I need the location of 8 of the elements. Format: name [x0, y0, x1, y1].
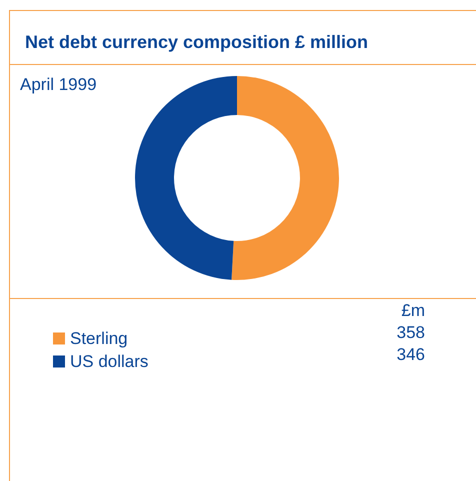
chart-subtitle: £ million: [295, 32, 368, 52]
legend-label: US dollars: [70, 352, 148, 371]
data-label: 346: [396, 345, 425, 364]
legend-title: £m: [401, 301, 425, 320]
legend-label: Sterling: [70, 329, 128, 348]
chart-title: Net debt currency composition: [25, 32, 290, 52]
data-label: 358: [396, 323, 425, 342]
text: April 1999: [20, 75, 97, 94]
